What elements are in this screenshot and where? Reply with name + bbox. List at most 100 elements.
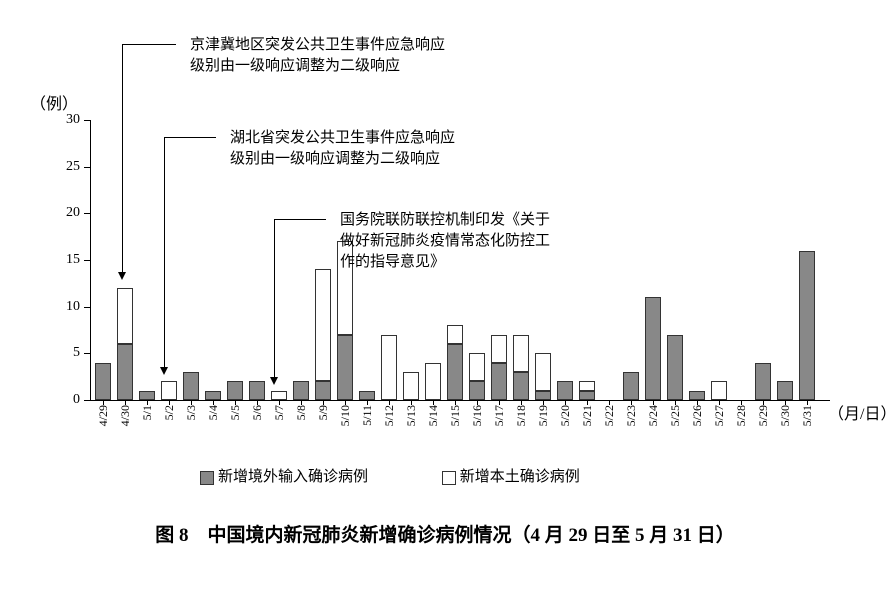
y-tick-label: 20 — [55, 205, 80, 221]
x-tick-label: 5/7 — [272, 405, 286, 420]
x-tick-label: 4/30 — [118, 405, 132, 426]
x-tick-label: 5/13 — [404, 405, 418, 426]
bar-imported — [139, 391, 155, 400]
bar-imported — [469, 381, 485, 400]
x-tick-label: 5/24 — [646, 405, 660, 426]
x-tick-label: 5/11 — [360, 405, 374, 426]
bar-imported — [249, 381, 265, 400]
bar-imported — [755, 363, 771, 400]
x-tick-label: 5/20 — [558, 405, 572, 426]
legend-swatch-grey — [200, 471, 214, 485]
bar-imported — [117, 344, 133, 400]
bar-local — [447, 325, 463, 344]
x-tick-label: 5/21 — [580, 405, 594, 426]
y-tick-label: 15 — [55, 252, 80, 268]
arrow-down-icon — [160, 367, 168, 375]
bar-imported — [689, 391, 705, 400]
x-tick-label: 5/4 — [206, 405, 220, 420]
legend-label-imported: 新增境外输入确诊病例 — [218, 469, 368, 485]
x-tick-label: 5/3 — [184, 405, 198, 420]
x-tick-label: 5/26 — [690, 405, 704, 426]
bar-imported — [579, 391, 595, 400]
annotation-arrow-h — [164, 137, 216, 138]
bar-imported — [667, 335, 683, 400]
bar-local — [271, 391, 287, 400]
bar-imported — [315, 381, 331, 400]
bar-imported — [645, 297, 661, 400]
annotation-arrow-v — [274, 219, 275, 377]
x-tick-label: 5/27 — [712, 405, 726, 426]
x-tick-label: 5/25 — [668, 405, 682, 426]
bar-local — [381, 335, 397, 400]
x-axis-label: （月/日） — [828, 400, 890, 424]
x-tick-label: 5/8 — [294, 405, 308, 420]
y-tick-label: 10 — [55, 299, 80, 315]
y-tick-label: 30 — [55, 112, 80, 128]
arrow-down-icon — [270, 377, 278, 385]
bar-imported — [535, 391, 551, 400]
x-tick-label: 5/5 — [228, 405, 242, 420]
annotation-arrow-h — [274, 219, 326, 220]
y-tick-label: 0 — [55, 392, 80, 408]
legend-item-imported: 新增境外输入确诊病例 — [200, 465, 368, 486]
legend-swatch-white — [442, 471, 456, 485]
bar-imported — [359, 391, 375, 400]
bar-imported — [293, 381, 309, 400]
bar-local — [161, 381, 177, 400]
bar-local — [117, 288, 133, 344]
y-tick-label: 5 — [55, 345, 80, 361]
legend: 新增境外输入确诊病例 新增本土确诊病例 — [200, 465, 650, 486]
bar-local — [579, 381, 595, 390]
x-tick-label: 5/12 — [382, 405, 396, 426]
x-tick-label: 5/23 — [624, 405, 638, 426]
bar-local — [425, 363, 441, 400]
x-tick-label: 5/6 — [250, 405, 264, 420]
bar-imported — [557, 381, 573, 400]
bar-local — [315, 269, 331, 381]
bar-imported — [623, 372, 639, 400]
bar-imported — [183, 372, 199, 400]
x-tick-label: 5/30 — [778, 405, 792, 426]
bar-local — [469, 353, 485, 381]
bar-imported — [447, 344, 463, 400]
bar-local — [711, 381, 727, 400]
bar-local — [403, 372, 419, 400]
x-tick-label: 5/19 — [536, 405, 550, 426]
y-axis-label: （例） — [30, 90, 78, 114]
x-tick-label: 5/15 — [448, 405, 462, 426]
bar-local — [491, 335, 507, 363]
x-tick-label: 4/29 — [96, 405, 110, 426]
arrow-down-icon — [118, 272, 126, 280]
bar-imported — [205, 391, 221, 400]
bar-imported — [95, 363, 111, 400]
x-tick-label: 5/17 — [492, 405, 506, 426]
y-axis-line — [90, 120, 91, 400]
bar-imported — [227, 381, 243, 400]
annotation-arrow-v — [164, 137, 165, 367]
bar-imported — [799, 251, 815, 400]
figure-caption: 图 8 中国境内新冠肺炎新增确诊病例情况（4 月 29 日至 5 月 31 日） — [0, 520, 890, 547]
x-tick-label: 5/28 — [734, 405, 748, 426]
bar-imported — [777, 381, 793, 400]
x-tick-label: 5/31 — [800, 405, 814, 426]
annotation-text: 国务院联防联控机制印发《关于做好新冠肺炎疫情常态化防控工作的指导意见》 — [340, 210, 550, 273]
x-tick-label: 5/1 — [140, 405, 154, 420]
bar-imported — [491, 363, 507, 400]
x-tick-label: 5/18 — [514, 405, 528, 426]
annotation-text: 京津冀地区突发公共卫生事件应急响应级别由一级响应调整为二级响应 — [190, 35, 445, 77]
x-tick-label: 5/22 — [602, 405, 616, 426]
legend-label-local: 新增本土确诊病例 — [460, 469, 580, 485]
bar-local — [535, 353, 551, 390]
bar-imported — [337, 335, 353, 400]
bar-imported — [513, 372, 529, 400]
x-tick-label: 5/10 — [338, 405, 352, 426]
x-tick-label: 5/2 — [162, 405, 176, 420]
legend-item-local: 新增本土确诊病例 — [442, 465, 580, 486]
y-tick-label: 25 — [55, 159, 80, 175]
x-tick-label: 5/16 — [470, 405, 484, 426]
annotation-arrow-h — [122, 44, 176, 45]
x-tick-label: 5/14 — [426, 405, 440, 426]
x-tick-label: 5/29 — [756, 405, 770, 426]
annotation-text: 湖北省突发公共卫生事件应急响应级别由一级响应调整为二级响应 — [230, 128, 455, 170]
annotation-arrow-v — [122, 44, 123, 272]
